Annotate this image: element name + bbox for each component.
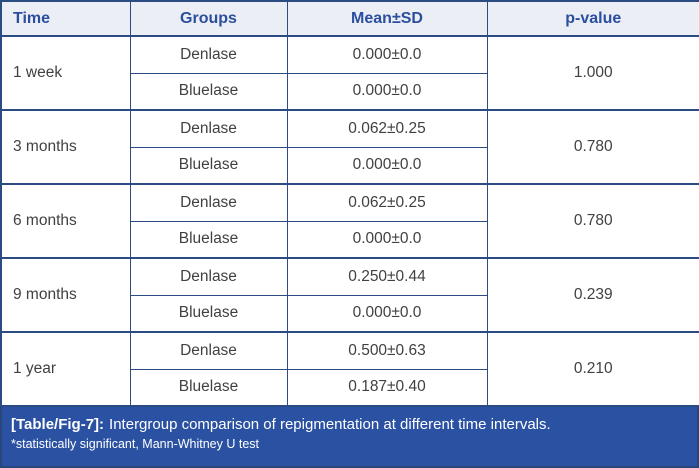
table-row: Bluelase 0.000±0.0 [1,294,699,333]
table-row: Bluelase 0.187±0.40 [1,368,699,407]
pvalue-cell: 0.210 [486,331,699,407]
header-row: Time Groups Mean±SD p-value [0,0,699,37]
group-cell: Denlase [129,257,288,296]
table-row: 3 months Denlase 0.062±0.25 0.780 [0,109,699,185]
mean-cell: 0.000±0.0 [286,294,488,333]
group-cell: Bluelase [129,368,288,407]
table-row: 6 months Denlase 0.062±0.25 0.780 [0,183,699,259]
pvalue-cell: 0.780 [486,109,699,185]
caption-bar: [Table/Fig-7]: Intergroup comparison of r… [0,407,699,468]
table-row: Bluelase 0.000±0.0 [1,146,699,185]
group-cell: Bluelase [129,72,288,111]
table-row: 1 year Denlase 0.500±0.63 0.210 [0,331,699,407]
mean-cell: 0.000±0.0 [286,220,488,259]
caption-text: Intergroup comparison of repigmentation … [109,416,551,433]
mean-cell: 0.062±0.25 [286,183,488,222]
pvalue-cell: 0.780 [486,183,699,259]
group-cell: Denlase [129,35,288,74]
mean-cell: 0.000±0.0 [286,72,488,111]
table-row: 1 week Denlase 0.000±0.0 1.000 [0,35,699,111]
table-row: Bluelase 0.000±0.0 [1,220,699,259]
pvalue-cell: 0.239 [486,257,699,333]
group-cell: Denlase [129,331,288,370]
time-cell: 1 week [0,35,131,111]
mean-cell: 0.187±0.40 [286,368,488,407]
mean-cell: 0.000±0.0 [286,146,488,185]
caption-line: [Table/Fig-7]: Intergroup comparison of r… [11,415,687,434]
mean-cell: 0.062±0.25 [286,109,488,148]
time-cell: 3 months [0,109,131,185]
mean-cell: 0.250±0.44 [286,257,488,296]
time-cell: 6 months [0,183,131,259]
col-header-p-value: p-value [486,0,699,37]
repigmentation-table: Time Groups Mean±SD p-value 1 week Denla… [0,0,699,407]
figure-label: [Table/Fig-7]: [11,416,105,433]
col-header-mean-sd: Mean±SD [286,0,488,37]
group-cell: Denlase [129,183,288,222]
mean-cell: 0.000±0.0 [286,35,488,74]
group-cell: Bluelase [129,146,288,185]
caption-footnote: *statistically significant, Mann-Whitney… [11,437,260,451]
col-header-time: Time [0,0,131,37]
table-row: Bluelase 0.000±0.0 [1,72,699,111]
col-header-groups: Groups [129,0,288,37]
table-row: 9 months Denlase 0.250±0.44 0.239 [0,257,699,333]
group-cell: Bluelase [129,294,288,333]
mean-cell: 0.500±0.63 [286,331,488,370]
time-cell: 1 year [0,331,131,407]
pvalue-cell: 1.000 [486,35,699,111]
group-cell: Bluelase [129,220,288,259]
time-cell: 9 months [0,257,131,333]
group-cell: Denlase [129,109,288,148]
